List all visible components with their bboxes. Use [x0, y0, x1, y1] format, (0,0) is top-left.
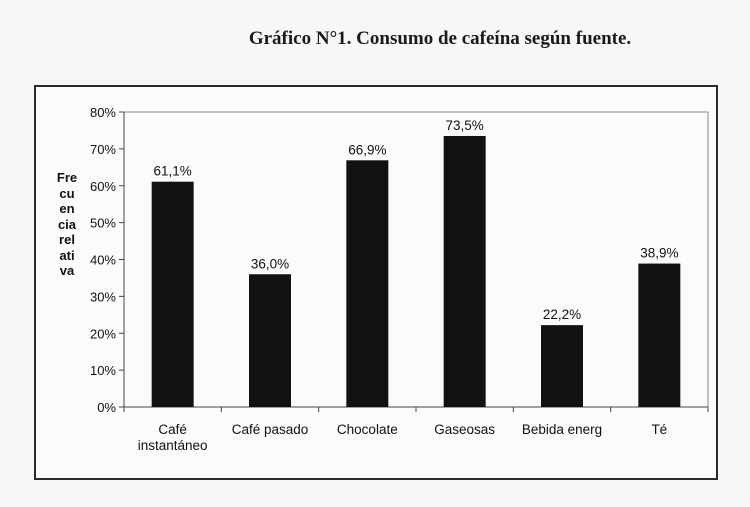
- bar: [443, 135, 486, 407]
- y-axis-label-line: cu: [59, 185, 75, 201]
- y-axis-label: Fre cu en cia rel ati va: [50, 170, 84, 279]
- category-label: Café pasado: [232, 422, 309, 437]
- data-label: 38,9%: [640, 246, 678, 261]
- chart-title: Gráfico N°1. Consumo de cafeína según fu…: [248, 28, 632, 49]
- y-axis-label-line: ati: [59, 247, 75, 263]
- category-label: Bebida energ: [522, 422, 602, 437]
- data-label: 22,2%: [543, 307, 581, 322]
- bar: [249, 274, 291, 407]
- y-axis-label-line: rel: [59, 232, 75, 247]
- bar: [151, 181, 194, 407]
- y-tick-label: 40%: [90, 253, 116, 268]
- data-label: 73,5%: [446, 118, 484, 133]
- bar: [541, 325, 583, 407]
- data-label: 61,1%: [154, 164, 192, 179]
- y-tick-label: 50%: [90, 216, 116, 231]
- category-label: Gaseosas: [434, 422, 495, 437]
- data-label: 66,9%: [348, 142, 386, 157]
- y-axis-label-line: va: [59, 263, 75, 278]
- category-label: Chocolate: [337, 422, 398, 437]
- y-tick-label: 30%: [90, 289, 116, 304]
- y-axis-label-line: Fre: [56, 170, 78, 185]
- y-axis-label-line: en: [59, 201, 75, 216]
- y-tick-label: 10%: [90, 363, 116, 378]
- bar: [346, 160, 389, 407]
- y-tick-label: 60%: [90, 179, 116, 194]
- plot-area: [123, 111, 709, 408]
- y-tick-label: 70%: [90, 142, 116, 157]
- y-tick-label: 0%: [97, 400, 116, 415]
- y-tick-label: 20%: [90, 326, 116, 341]
- bar: [638, 263, 681, 407]
- category-label: instantáneo: [138, 438, 208, 453]
- category-label: Café: [158, 422, 187, 437]
- data-label: 36,0%: [251, 256, 289, 271]
- y-axis-label-line: cia: [57, 216, 77, 232]
- category-label: Té: [651, 422, 667, 437]
- y-tick-label: 80%: [90, 105, 116, 120]
